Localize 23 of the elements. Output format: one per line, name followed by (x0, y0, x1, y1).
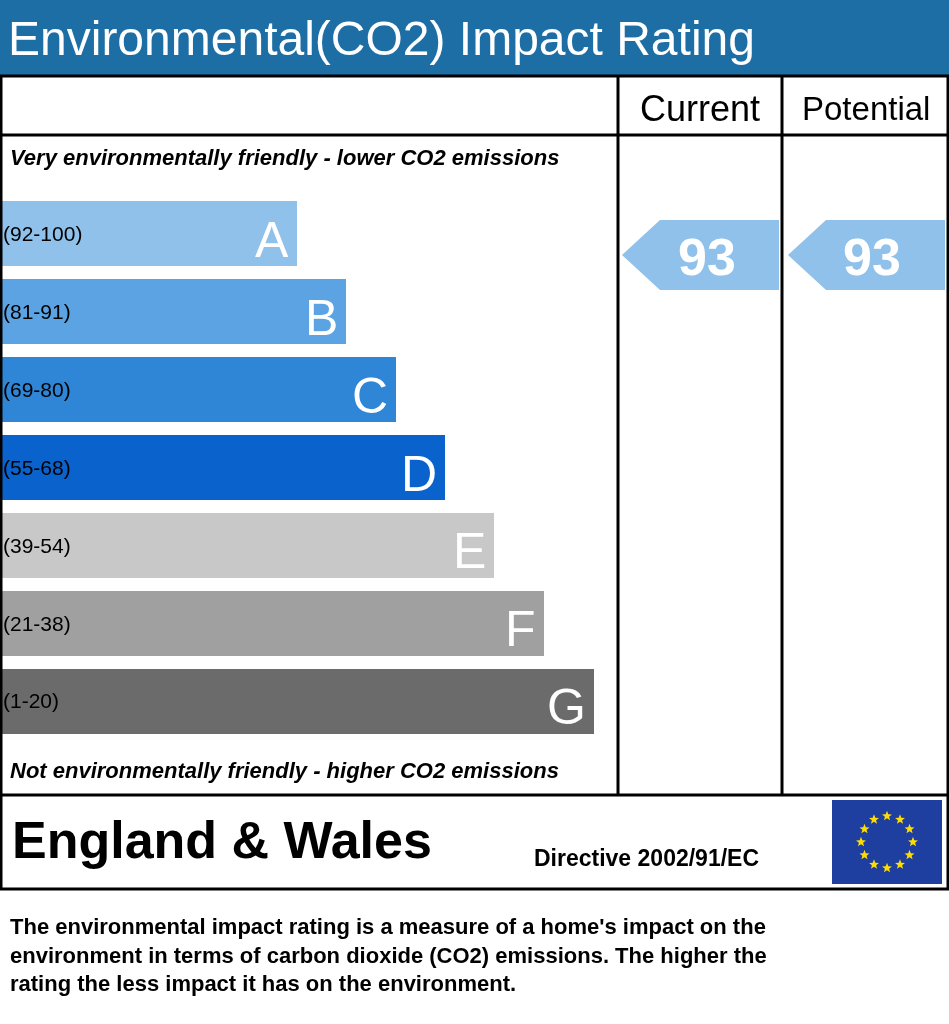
text: Not environmentally friendly - higher CO2 emissions (10, 758, 559, 783)
y-tick-label: (81-91) (3, 300, 71, 324)
text: Current (640, 88, 761, 129)
text: 93 (843, 228, 901, 286)
y-tick-label: (21-38) (3, 611, 71, 635)
text: England & Wales (12, 811, 432, 869)
y-tick-label: (69-80) (3, 377, 71, 401)
annotation: A (255, 212, 289, 268)
y-tick-label: (92-100) (3, 222, 83, 246)
annotation: B (305, 290, 339, 346)
text: Potential (802, 90, 931, 127)
y-tick-label: (39-54) (3, 533, 71, 557)
y-tick-label: (55-68) (3, 455, 71, 479)
annotation: D (401, 446, 438, 502)
text: The environmental impact rating is a measure of a home's impact on the environment in terms of carbon dioxide (CO2) emissions. The higher the rating the less impact it has on the environment. (10, 914, 767, 997)
text: 93 (678, 228, 736, 286)
text: Directive 2002/91/EC (534, 845, 760, 871)
annotation: G (547, 679, 586, 735)
annotation: C (352, 368, 389, 424)
y-tick-label: (1-20) (3, 689, 60, 713)
text: Very environmentally friendly - lower CO2 emissions (10, 145, 560, 170)
annotation: F (505, 601, 536, 657)
chart-title: Environmental(CO2) Impact Rating (8, 12, 755, 65)
